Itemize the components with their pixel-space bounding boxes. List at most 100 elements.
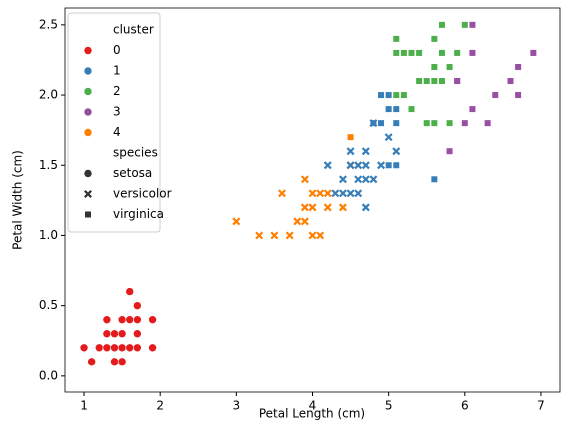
point <box>378 92 385 99</box>
x-tick-label: 4 <box>309 399 317 413</box>
point <box>323 203 332 212</box>
legend-label: 4 <box>113 125 121 139</box>
point <box>384 133 393 142</box>
point <box>316 231 325 240</box>
legend-title: cluster <box>113 23 154 37</box>
point <box>385 92 392 99</box>
point <box>423 78 430 85</box>
point <box>469 21 476 28</box>
point <box>110 343 119 353</box>
y-tick-label: 0.5 <box>39 298 58 312</box>
point <box>338 203 347 212</box>
legend-marker <box>83 107 93 117</box>
x-tick-label: 1 <box>80 399 88 413</box>
y-axis-label: Petal Width (cm) <box>11 150 25 250</box>
point <box>338 189 347 198</box>
point <box>385 162 392 169</box>
point <box>278 189 287 198</box>
point <box>385 106 392 113</box>
point <box>484 120 491 127</box>
point <box>133 315 142 324</box>
point <box>102 315 112 324</box>
point <box>361 147 370 156</box>
point <box>125 287 135 296</box>
point <box>354 175 363 184</box>
legend-marker <box>83 128 93 137</box>
point <box>338 175 347 184</box>
x-axis-label: Petal Length (cm) <box>259 407 365 421</box>
point <box>125 315 135 324</box>
point <box>431 35 438 42</box>
point <box>117 315 127 324</box>
point <box>369 175 378 184</box>
y-tick-label: 2.0 <box>39 88 58 102</box>
point <box>361 203 370 212</box>
point <box>110 357 119 367</box>
legend-title: species <box>113 146 158 160</box>
point <box>87 357 96 367</box>
legend: cluster 0 1 2 3 4 species setosa versicolor virgi… <box>67 12 172 233</box>
point <box>117 329 127 339</box>
point <box>446 120 453 127</box>
point <box>308 231 317 240</box>
point <box>94 343 104 353</box>
point <box>102 329 112 339</box>
point <box>461 120 468 127</box>
point <box>110 329 119 339</box>
point <box>293 217 302 226</box>
point <box>423 120 430 127</box>
point <box>393 120 400 127</box>
point <box>446 148 453 155</box>
point <box>346 189 355 198</box>
point <box>370 120 377 127</box>
point <box>232 217 241 226</box>
point <box>393 35 400 42</box>
point <box>492 92 499 99</box>
point <box>125 343 135 353</box>
point <box>400 49 407 56</box>
point <box>133 343 142 353</box>
legend-box <box>67 12 161 233</box>
point <box>300 203 309 212</box>
legend-label: versicolor <box>113 187 172 201</box>
y-tick-label: 1.5 <box>39 158 58 172</box>
point <box>102 343 112 353</box>
point <box>461 21 468 28</box>
point <box>393 49 400 56</box>
point <box>361 161 370 170</box>
point <box>331 189 340 198</box>
point <box>431 78 438 85</box>
point <box>354 189 363 198</box>
point <box>438 49 445 56</box>
legend-label: 2 <box>113 84 121 98</box>
legend-marker <box>83 169 93 178</box>
legend-label: 0 <box>113 43 121 57</box>
point <box>308 189 317 198</box>
point <box>117 343 127 353</box>
point <box>393 162 400 169</box>
point <box>446 63 453 70</box>
point <box>507 78 514 85</box>
y-tick-label: 2.5 <box>39 17 58 31</box>
legend-marker <box>84 190 92 198</box>
point <box>416 49 423 56</box>
point <box>300 175 309 184</box>
point <box>285 231 294 240</box>
legend-marker <box>83 46 93 55</box>
point <box>323 189 332 198</box>
legend-marker <box>85 211 91 218</box>
point <box>438 21 445 28</box>
point <box>133 301 142 310</box>
point <box>515 63 522 70</box>
point <box>148 343 157 353</box>
point <box>354 161 363 170</box>
point <box>378 120 385 127</box>
plot-area <box>79 21 537 367</box>
point <box>515 92 522 99</box>
point <box>255 231 264 240</box>
x-tick-label: 6 <box>461 399 469 413</box>
point <box>431 120 438 127</box>
x-tick-label: 2 <box>156 399 164 413</box>
point <box>530 49 537 56</box>
